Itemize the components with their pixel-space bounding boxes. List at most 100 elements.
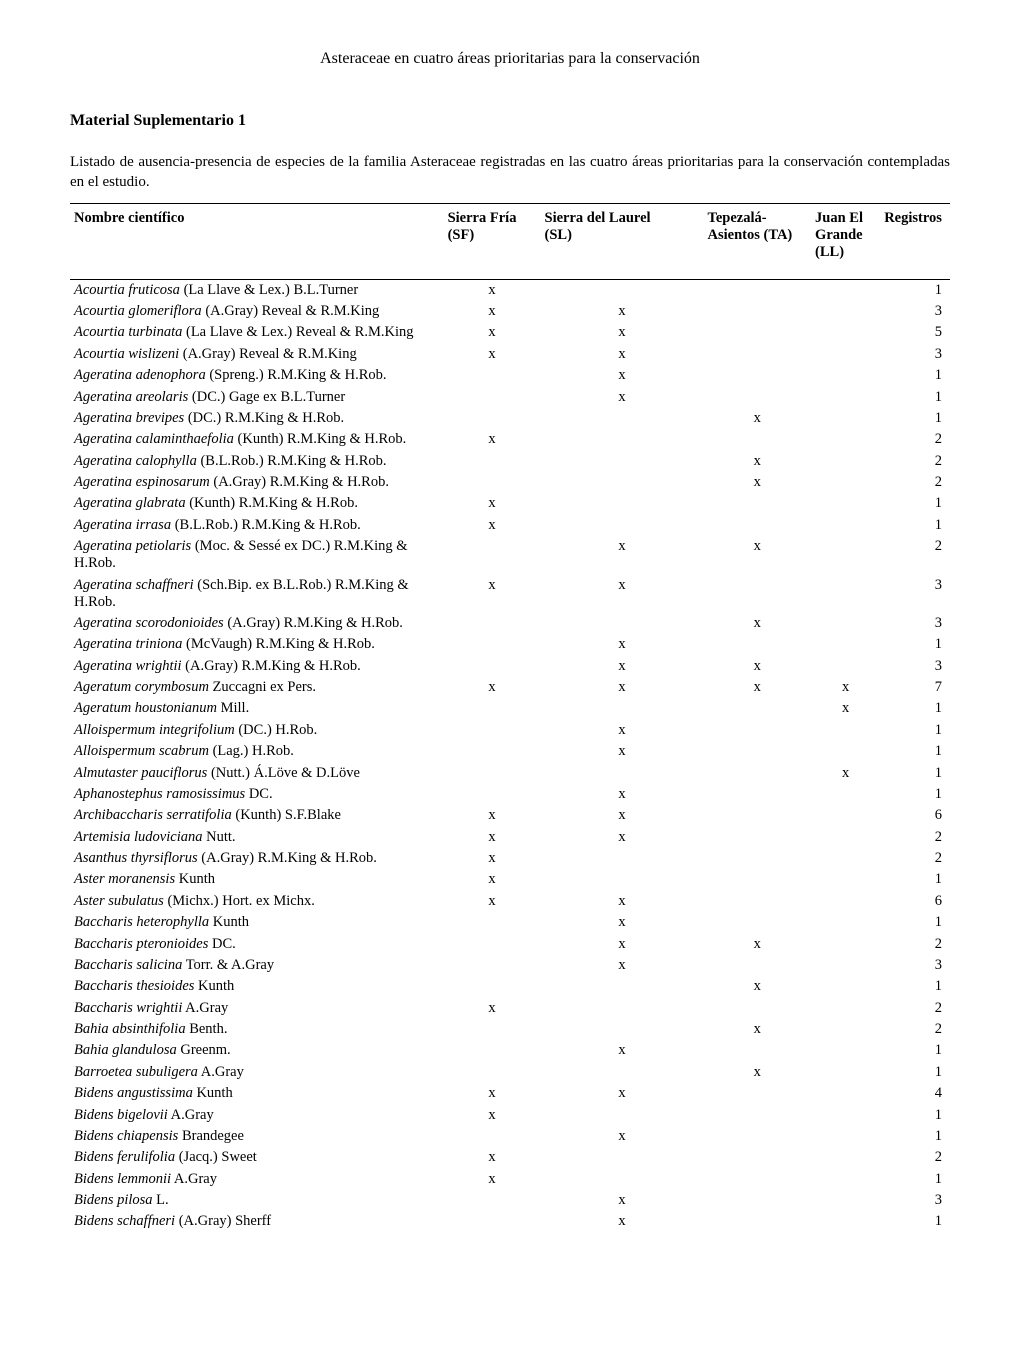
registros-cell: 1: [880, 976, 950, 997]
col-header-ll-line2: Grande: [815, 227, 863, 243]
presence-cell-sf: [444, 1040, 541, 1061]
table-row: Bidens lemmonii A.Grayx1: [70, 1169, 950, 1190]
species-name-cell: Ageratina scorodonioides (A.Gray) R.M.Ki…: [70, 613, 444, 634]
presence-cell-sl: [541, 998, 704, 1019]
presence-cell-sl: [541, 976, 704, 997]
table-row: Alloispermum scabrum (Lag.) H.Rob.x1: [70, 741, 950, 762]
species-binomial: Bidens pilosa: [74, 1192, 153, 1208]
presence-cell-ll: [811, 1211, 880, 1232]
presence-cell-sf: [444, 451, 541, 472]
table-row: Bahia glandulosa Greenm.x1: [70, 1040, 950, 1061]
presence-cell-ll: [811, 493, 880, 514]
species-authority: (Jacq.) Sweet: [175, 1149, 257, 1165]
presence-cell-sf: x: [444, 493, 541, 514]
species-binomial: Bidens bigelovii: [74, 1107, 168, 1123]
species-name-cell: Bahia absinthifolia Benth.: [70, 1019, 444, 1040]
presence-cell-sf: [444, 720, 541, 741]
registros-cell: 1: [880, 408, 950, 429]
species-authority: Torr. & A.Gray: [182, 957, 274, 973]
table-caption: Listado de ausencia-presencia de especie…: [70, 152, 950, 193]
presence-cell-sl: x: [541, 955, 704, 976]
presence-cell-ll: [811, 998, 880, 1019]
registros-cell: 6: [880, 891, 950, 912]
presence-cell-sl: x: [541, 656, 704, 677]
presence-cell-ta: [704, 344, 812, 365]
presence-cell-sl: x: [541, 1040, 704, 1061]
table-header-row: Nombre científico Sierra Fría (SF) Sierr…: [70, 203, 950, 279]
species-name-cell: Alloispermum integrifolium (DC.) H.Rob.: [70, 720, 444, 741]
species-binomial: Ageratina wrightii: [74, 658, 182, 674]
col-header-sf: Sierra Fría (SF): [444, 203, 541, 279]
col-header-sf-line2b: (SF): [448, 227, 475, 243]
table-row: Ageratum corymbosum Zuccagni ex Pers.xxx…: [70, 677, 950, 698]
presence-cell-ll: x: [811, 698, 880, 719]
species-binomial: Aphanostephus ramosissimus: [74, 786, 245, 802]
presence-cell-ta: [704, 1083, 812, 1104]
presence-cell-sl: x: [541, 891, 704, 912]
species-name-cell: Ageratina espinosarum (A.Gray) R.M.King …: [70, 472, 444, 493]
species-name-cell: Ageratina triniona (McVaugh) R.M.King & …: [70, 634, 444, 655]
presence-cell-ta: [704, 784, 812, 805]
species-name-cell: Aphanostephus ramosissimus DC.: [70, 784, 444, 805]
species-name-cell: Baccharis salicina Torr. & A.Gray: [70, 955, 444, 976]
registros-cell: 2: [880, 1019, 950, 1040]
species-binomial: Ageratina scorodonioides: [74, 615, 224, 631]
presence-cell-ta: [704, 827, 812, 848]
col-header-ta-line2: Asientos (TA): [708, 227, 793, 243]
presence-cell-sf: x: [444, 515, 541, 536]
table-row: Bidens bigelovii A.Grayx1: [70, 1104, 950, 1125]
presence-cell-sf: [444, 536, 541, 574]
presence-cell-sl: x: [541, 827, 704, 848]
species-name-cell: Acourtia fruticosa (La Llave & Lex.) B.L…: [70, 279, 444, 301]
presence-cell-sl: [541, 472, 704, 493]
presence-cell-sl: x: [541, 912, 704, 933]
presence-cell-ta: x: [704, 677, 812, 698]
registros-cell: 2: [880, 933, 950, 954]
presence-cell-ta: [704, 1126, 812, 1147]
species-name-cell: Bidens ferulifolia (Jacq.) Sweet: [70, 1147, 444, 1168]
presence-cell-sf: x: [444, 891, 541, 912]
presence-cell-sf: [444, 698, 541, 719]
presence-cell-ta: [704, 386, 812, 407]
presence-cell-ta: [704, 1211, 812, 1232]
presence-cell-sf: [444, 408, 541, 429]
species-binomial: Artemisia ludoviciana: [74, 829, 202, 845]
species-binomial: Acourtia fruticosa: [74, 282, 180, 298]
presence-cell-ll: [811, 451, 880, 472]
col-header-sl: Sierra del Laurel (SL): [541, 203, 704, 279]
table-row: Ageratina areolaris (DC.) Gage ex B.L.Tu…: [70, 386, 950, 407]
presence-cell-ll: [811, 720, 880, 741]
species-authority: (Lag.) H.Rob.: [209, 743, 294, 759]
presence-cell-sl: x: [541, 1190, 704, 1211]
species-binomial: Ageratina schaffneri: [74, 577, 194, 593]
table-row: Alloispermum integrifolium (DC.) H.Rob.x…: [70, 720, 950, 741]
presence-cell-sf: x: [444, 279, 541, 301]
registros-cell: 1: [880, 869, 950, 890]
registros-cell: 1: [880, 493, 950, 514]
presence-cell-ll: [811, 344, 880, 365]
presence-cell-ll: [811, 515, 880, 536]
presence-cell-sf: x: [444, 1083, 541, 1104]
species-authority: A.Gray: [198, 1064, 244, 1080]
presence-cell-sf: x: [444, 848, 541, 869]
species-binomial: Bidens ferulifolia: [74, 1149, 175, 1165]
col-header-ta: Tepezalá- Asientos (TA): [704, 203, 812, 279]
table-row: Bidens angustissima Kunthxx4: [70, 1083, 950, 1104]
presence-cell-sf: x: [444, 1104, 541, 1125]
registros-cell: 2: [880, 998, 950, 1019]
species-authority: L.: [153, 1192, 169, 1208]
registros-cell: 1: [880, 634, 950, 655]
presence-cell-sl: [541, 408, 704, 429]
section-title: Material Suplementario 1: [70, 112, 950, 130]
species-authority: (DC.) Gage ex B.L.Turner: [188, 389, 345, 405]
species-binomial: Almutaster pauciflorus: [74, 765, 207, 781]
species-binomial: Baccharis salicina: [74, 957, 182, 973]
presence-cell-ta: x: [704, 613, 812, 634]
presence-cell-sf: [444, 912, 541, 933]
presence-cell-ll: [811, 869, 880, 890]
presence-cell-ll: [811, 1083, 880, 1104]
species-name-cell: Baccharis heterophylla Kunth: [70, 912, 444, 933]
presence-cell-sf: [444, 386, 541, 407]
presence-cell-sf: [444, 762, 541, 783]
presence-cell-sf: [444, 976, 541, 997]
